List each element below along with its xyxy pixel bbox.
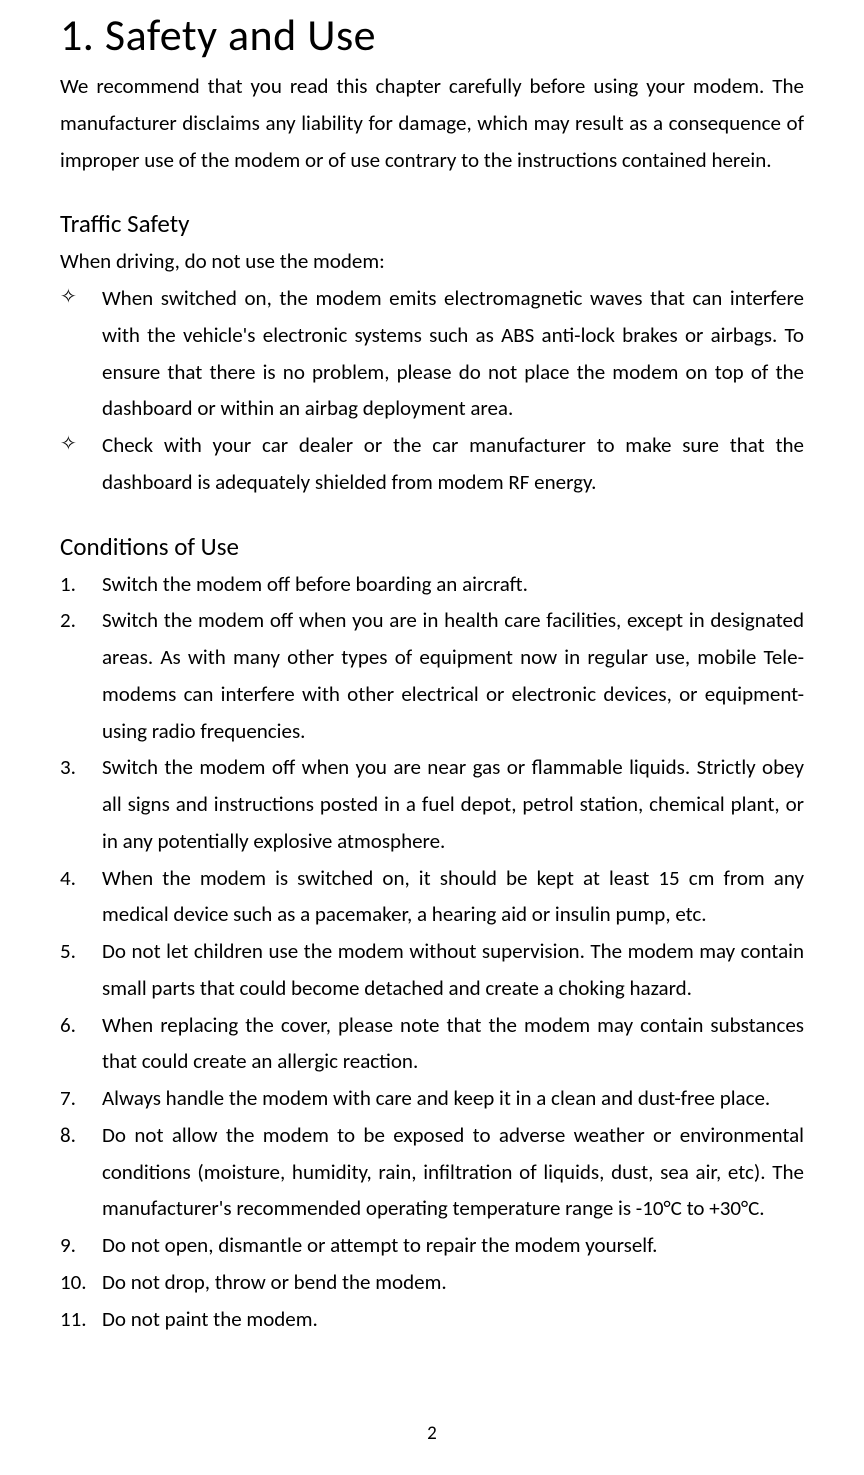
intro-paragraph: We recommend that you read this chapter … bbox=[60, 68, 804, 178]
list-item: Always handle the modem with care and ke… bbox=[60, 1080, 804, 1117]
traffic-safety-subheading: When driving, do not use the modem: bbox=[60, 243, 804, 280]
traffic-safety-heading: Traffic Safety bbox=[60, 208, 804, 239]
page-title: 1. Safety and Use bbox=[60, 8, 804, 62]
conditions-list: Switch the modem off before boarding an … bbox=[60, 566, 804, 1338]
list-item: When the modem is switched on, it should… bbox=[60, 860, 804, 934]
list-item: Do not drop, throw or bend the modem. bbox=[60, 1264, 804, 1301]
list-item: Do not open, dismantle or attempt to rep… bbox=[60, 1227, 804, 1264]
list-item: When switched on, the modem emits electr… bbox=[60, 280, 804, 427]
list-item: When replacing the cover, please note th… bbox=[60, 1007, 804, 1081]
list-item: Switch the modem off when you are near g… bbox=[60, 749, 804, 859]
list-item: Switch the modem off when you are in hea… bbox=[60, 602, 804, 749]
conditions-heading: Conditions of Use bbox=[60, 531, 804, 562]
list-item: Do not let children use the modem withou… bbox=[60, 933, 804, 1007]
list-item: Do not allow the modem to be exposed to … bbox=[60, 1117, 804, 1227]
list-item: Do not paint the modem. bbox=[60, 1301, 804, 1338]
list-item: Switch the modem off before boarding an … bbox=[60, 566, 804, 603]
page-number: 2 bbox=[427, 1422, 437, 1445]
list-item: Check with your car dealer or the car ma… bbox=[60, 427, 804, 501]
traffic-safety-list: When switched on, the modem emits electr… bbox=[60, 280, 804, 501]
